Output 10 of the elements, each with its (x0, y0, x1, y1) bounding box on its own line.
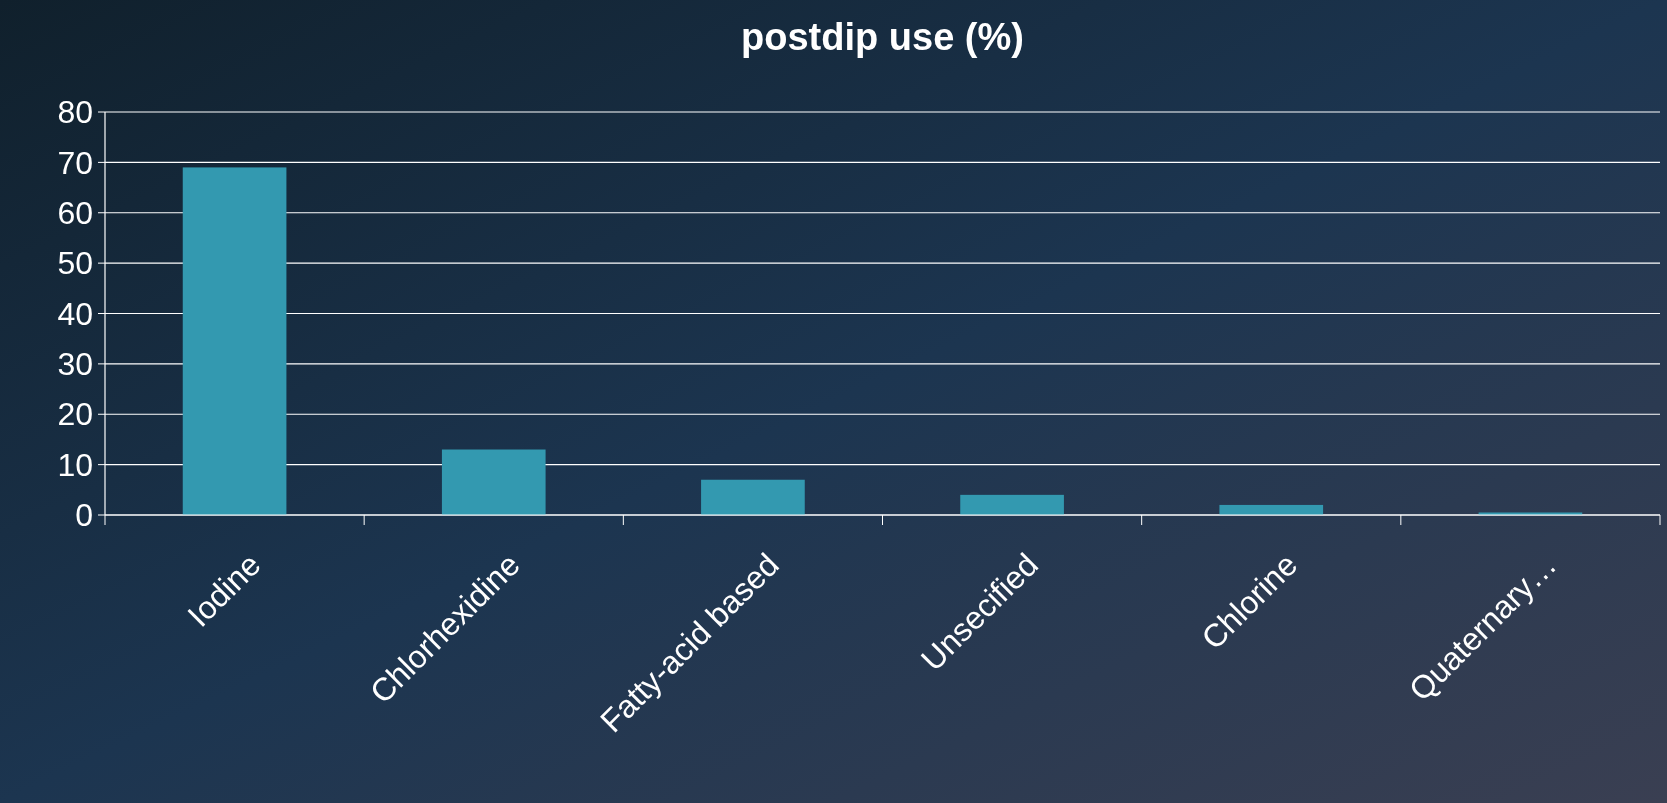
y-tick-label: 60 (57, 194, 93, 231)
y-tick-label: 50 (57, 245, 93, 282)
y-tick-label: 0 (75, 497, 93, 534)
y-tick-label: 70 (57, 144, 93, 181)
y-tick-label: 80 (57, 94, 93, 131)
y-tick-label: 30 (57, 346, 93, 383)
chart-title: postdip use (%) (741, 16, 1024, 58)
y-tick-label: 20 (57, 396, 93, 433)
y-tick-label: 10 (57, 446, 93, 483)
y-tick-label: 40 (57, 295, 93, 332)
